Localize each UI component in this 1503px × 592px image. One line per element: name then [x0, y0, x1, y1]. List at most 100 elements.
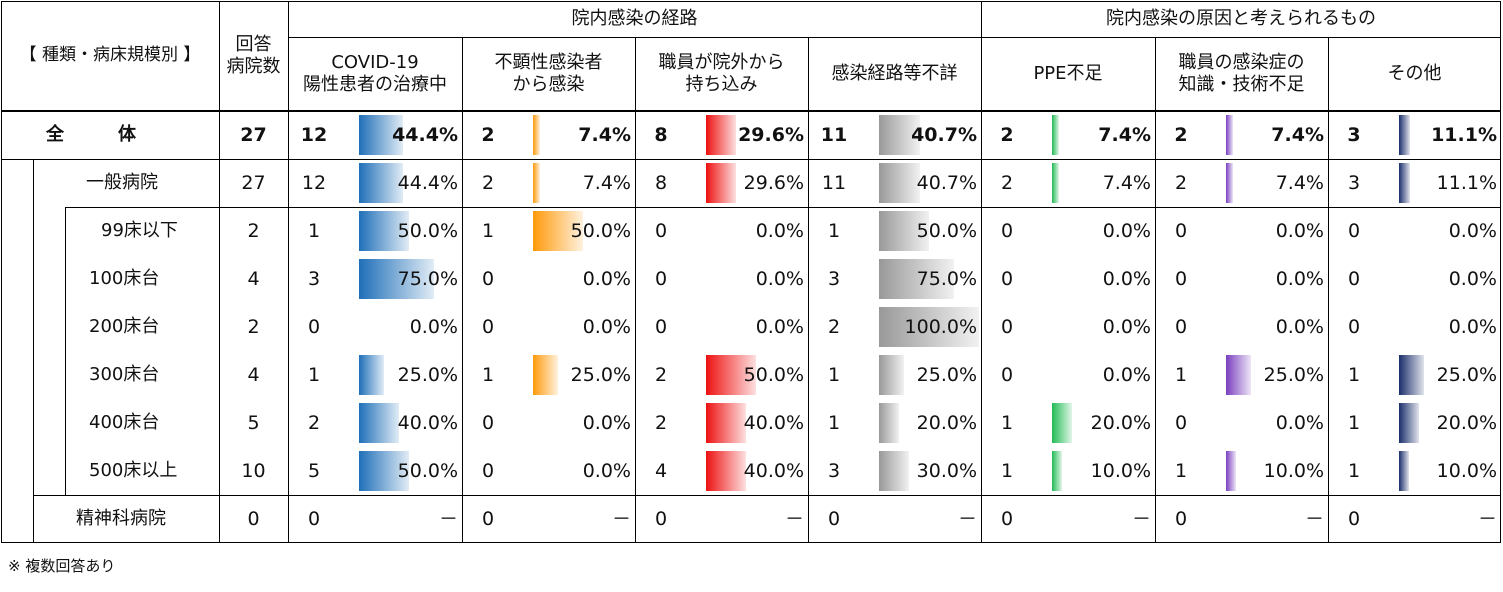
column-header-line: 持ち込み	[685, 74, 758, 95]
respond-count: 5	[247, 412, 260, 434]
cell-count: 2	[307, 412, 321, 434]
respond-count: 4	[247, 364, 260, 386]
cell-percent: 7.4%	[1098, 124, 1151, 146]
respond-count-line1: 回答	[235, 33, 272, 55]
cell-count: 0	[1347, 268, 1361, 290]
cell-count: 3	[1347, 124, 1361, 146]
cell-percent: 50.0%	[397, 460, 458, 482]
column-header-line: 知識・技術不足	[1178, 74, 1305, 95]
percent-bar	[1226, 355, 1251, 395]
cell-count: 8	[654, 124, 668, 146]
percent-bar	[359, 211, 409, 251]
respond-count: 4	[247, 268, 260, 290]
percent-bar	[359, 451, 409, 491]
percent-bar	[879, 355, 904, 395]
cell-count: 5	[307, 460, 321, 482]
percent-bar	[879, 211, 929, 251]
cell-count: 3	[827, 460, 841, 482]
col-line	[1155, 37, 1156, 543]
cell-count: 2	[1174, 172, 1188, 194]
cell-percent: 25.0%	[1263, 364, 1324, 386]
percent-bar	[359, 355, 384, 395]
right-border	[1500, 1, 1501, 543]
percent-bar	[1399, 115, 1410, 155]
cell-count: 0	[1174, 508, 1188, 530]
cell-count: 0	[654, 220, 668, 242]
percent-bar	[879, 259, 954, 299]
respond-count: 27	[240, 124, 267, 146]
cell-percent: 50.0%	[743, 364, 804, 386]
cell-percent: 44.4%	[392, 124, 458, 146]
column-header-line: 職員が院外から	[658, 51, 785, 73]
row-label: 500床以上	[89, 460, 178, 481]
cell-count: 0	[1000, 508, 1014, 530]
row-label: 99床以下	[101, 220, 178, 241]
cell-percent: 40.7%	[911, 124, 977, 146]
left-border	[1, 1, 2, 543]
cell-count: 0	[307, 508, 321, 530]
percent-bar	[359, 115, 403, 155]
cell-percent: 0.0%	[755, 220, 804, 242]
cell-count: 0	[1000, 268, 1014, 290]
cell-percent: －	[611, 508, 631, 530]
cell-count: 4	[654, 460, 668, 482]
cell-percent: 10.0%	[1436, 460, 1497, 482]
column-header-4: PPE不足	[981, 37, 1155, 111]
column-header-5: 職員の感染症の 知識・技術不足	[1155, 37, 1328, 111]
cell-percent: 44.4%	[397, 172, 458, 194]
indent-line	[33, 159, 34, 543]
cell-percent: 25.0%	[397, 364, 458, 386]
row-label: 一般病院	[86, 172, 158, 193]
column-header-6: その他	[1328, 37, 1501, 111]
column-header-0: COVID-19 陽性患者の治療中	[288, 37, 462, 111]
cell-count: 0	[1347, 220, 1361, 242]
percent-bar	[1399, 403, 1419, 443]
cell-percent: 0.0%	[1102, 220, 1151, 242]
cell-count: 0	[1000, 364, 1014, 386]
percent-bar	[706, 403, 746, 443]
cell-percent: 0.0%	[582, 460, 631, 482]
cell-count: 0	[1347, 508, 1361, 530]
respond-count: 2	[247, 316, 260, 338]
row-label: 200床台	[89, 316, 160, 337]
cell-count: 2	[481, 124, 495, 146]
cell-count: 3	[827, 268, 841, 290]
cell-count: 0	[481, 460, 495, 482]
cell-percent: 0.0%	[755, 316, 804, 338]
cell-count: 2	[1000, 124, 1014, 146]
column-header-2: 職員が院外から 持ち込み	[635, 37, 808, 111]
cell-count: 0	[1174, 412, 1188, 434]
percent-bar	[359, 403, 399, 443]
column-header-3: 感染経路等不詳	[808, 37, 981, 111]
cell-percent: －	[1477, 508, 1497, 530]
cell-percent: 25.0%	[570, 364, 631, 386]
top-border	[1, 1, 1501, 2]
cell-percent: 0.0%	[1275, 412, 1324, 434]
column-header-line: から感染	[512, 74, 585, 95]
cell-percent: 20.0%	[916, 412, 977, 434]
cell-percent: 75.0%	[916, 268, 977, 290]
percent-bar	[533, 163, 540, 203]
cell-percent: 50.0%	[397, 220, 458, 242]
respond-count-header: 回答 病院数	[219, 1, 288, 111]
cell-percent: 40.0%	[743, 460, 804, 482]
row-line-total	[1, 159, 1501, 160]
percent-bar	[1226, 163, 1233, 203]
percent-bar	[1052, 115, 1059, 155]
cell-percent: 20.0%	[1436, 412, 1497, 434]
cell-percent: 30.0%	[916, 460, 977, 482]
cell-count: 2	[1000, 172, 1014, 194]
cell-count: 11	[821, 172, 847, 194]
cell-count: 12	[301, 172, 327, 194]
row-label: 精神科病院	[76, 508, 166, 529]
cell-percent: 0.0%	[582, 316, 631, 338]
percent-bar	[706, 451, 746, 491]
cell-percent: 20.0%	[1090, 412, 1151, 434]
cell-count: 1	[1347, 412, 1361, 434]
percent-bar	[1226, 451, 1236, 491]
cell-percent: 25.0%	[1436, 364, 1497, 386]
cell-percent: 10.0%	[1090, 460, 1151, 482]
cell-count: 1	[1347, 460, 1361, 482]
col-line	[462, 37, 463, 543]
row-label: 全 体	[46, 124, 136, 145]
